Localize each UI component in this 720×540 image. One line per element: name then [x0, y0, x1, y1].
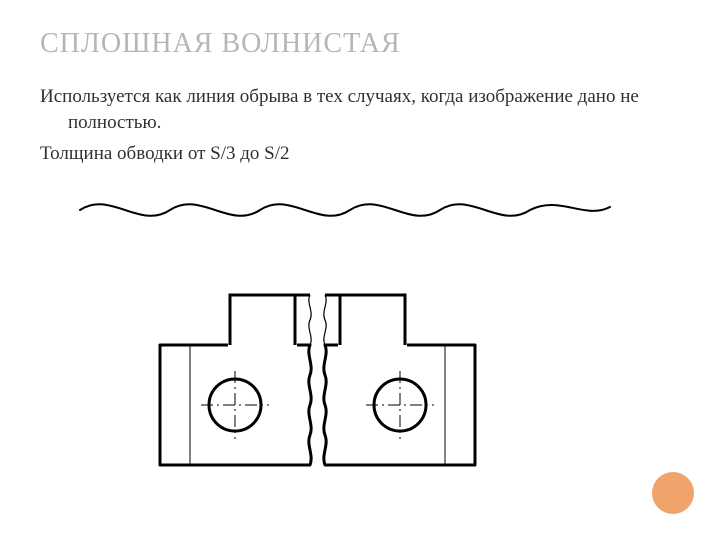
body-paragraph-1: Используется как линия обрыва в тех случ… [40, 84, 680, 135]
slide: СПЛОШНАЯ ВОЛНИСТАЯ Используется как лини… [0, 0, 720, 540]
upper-break-right [324, 295, 326, 345]
technical-drawing [40, 225, 680, 485]
body-paragraph-2: Толщина обводки от S/3 до S/2 [40, 141, 680, 167]
diagram [40, 185, 680, 485]
upper-break-left [309, 295, 311, 345]
left-main-block [160, 345, 311, 465]
accent-dot-icon [652, 472, 694, 514]
slide-title: СПЛОШНАЯ ВОЛНИСТАЯ [40, 28, 680, 60]
axis-lines [201, 371, 434, 439]
wavy-path [80, 204, 610, 216]
